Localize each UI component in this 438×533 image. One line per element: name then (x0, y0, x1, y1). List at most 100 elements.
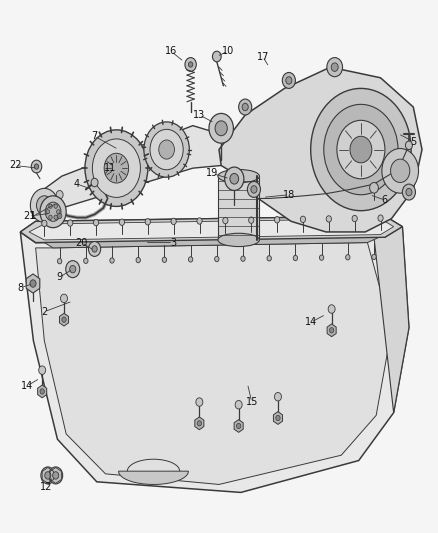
Circle shape (88, 241, 101, 256)
Polygon shape (219, 67, 422, 232)
Circle shape (185, 58, 196, 71)
Text: 12: 12 (40, 482, 53, 492)
Circle shape (209, 114, 233, 143)
Text: 9: 9 (57, 272, 63, 282)
Polygon shape (26, 274, 40, 293)
Circle shape (197, 421, 201, 426)
Circle shape (249, 217, 254, 223)
Circle shape (49, 215, 52, 220)
Polygon shape (31, 126, 228, 221)
Text: 6: 6 (382, 195, 388, 205)
Circle shape (62, 317, 66, 322)
Text: 21: 21 (23, 211, 35, 221)
Circle shape (144, 122, 189, 177)
Polygon shape (20, 216, 403, 243)
Circle shape (251, 185, 257, 193)
Circle shape (39, 366, 46, 374)
Circle shape (276, 415, 280, 421)
Circle shape (196, 398, 203, 406)
Circle shape (34, 164, 39, 169)
Circle shape (93, 220, 99, 226)
Circle shape (54, 204, 57, 208)
Circle shape (60, 294, 67, 303)
Circle shape (45, 472, 51, 479)
Circle shape (300, 216, 306, 223)
Circle shape (370, 182, 378, 193)
Text: 4: 4 (74, 179, 80, 189)
Polygon shape (234, 419, 243, 432)
Circle shape (275, 392, 282, 401)
Text: 8: 8 (17, 283, 23, 293)
Polygon shape (35, 224, 385, 248)
Circle shape (197, 218, 202, 224)
Circle shape (237, 423, 241, 429)
Circle shape (171, 218, 176, 224)
Circle shape (346, 255, 350, 260)
Circle shape (212, 51, 221, 62)
Circle shape (275, 216, 280, 223)
Text: 14: 14 (21, 381, 33, 391)
Polygon shape (38, 385, 47, 398)
Circle shape (42, 220, 47, 227)
Circle shape (391, 159, 410, 182)
Circle shape (403, 184, 416, 200)
Circle shape (110, 258, 114, 263)
Polygon shape (374, 227, 409, 413)
Text: 22: 22 (9, 160, 21, 171)
Text: 19: 19 (206, 168, 219, 179)
Circle shape (324, 104, 398, 195)
Circle shape (331, 63, 338, 71)
Circle shape (286, 77, 292, 84)
Circle shape (40, 196, 66, 228)
Circle shape (241, 256, 245, 261)
Circle shape (350, 136, 372, 163)
Circle shape (159, 140, 174, 159)
Circle shape (31, 160, 42, 173)
Circle shape (70, 265, 76, 273)
Circle shape (378, 215, 383, 221)
Polygon shape (20, 216, 403, 243)
Circle shape (85, 130, 148, 206)
Circle shape (49, 204, 52, 208)
Circle shape (119, 219, 124, 225)
Ellipse shape (218, 169, 259, 183)
Circle shape (92, 246, 97, 252)
Circle shape (67, 220, 73, 226)
Text: 10: 10 (222, 46, 234, 56)
Circle shape (372, 254, 376, 260)
Circle shape (162, 257, 166, 262)
Circle shape (235, 400, 242, 409)
Polygon shape (195, 417, 204, 430)
Text: 17: 17 (257, 52, 269, 61)
Polygon shape (119, 471, 188, 484)
Circle shape (145, 219, 150, 225)
Circle shape (46, 209, 49, 214)
Circle shape (188, 62, 193, 67)
Text: 20: 20 (75, 238, 88, 247)
Circle shape (215, 121, 227, 136)
Circle shape (382, 149, 419, 193)
Text: 16: 16 (165, 46, 177, 56)
Circle shape (57, 259, 62, 264)
Polygon shape (273, 411, 283, 424)
Text: 15: 15 (246, 397, 258, 407)
Text: 18: 18 (283, 190, 295, 200)
Circle shape (150, 130, 183, 169)
Circle shape (293, 255, 297, 261)
Circle shape (225, 167, 244, 190)
Polygon shape (35, 243, 392, 484)
Circle shape (57, 213, 62, 219)
Circle shape (267, 256, 272, 261)
Circle shape (53, 472, 59, 479)
Circle shape (327, 58, 343, 77)
Text: 5: 5 (410, 136, 417, 147)
Circle shape (54, 215, 57, 220)
Circle shape (242, 103, 248, 111)
Polygon shape (327, 324, 336, 337)
Text: 3: 3 (170, 238, 176, 247)
Circle shape (45, 202, 61, 221)
Polygon shape (218, 176, 259, 240)
Text: 7: 7 (92, 131, 98, 141)
Polygon shape (55, 209, 64, 222)
Circle shape (92, 139, 141, 197)
